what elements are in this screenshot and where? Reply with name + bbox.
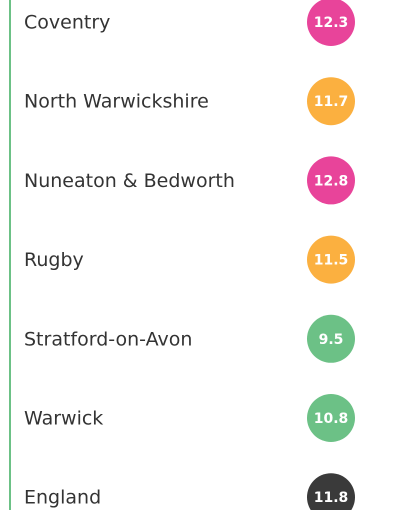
value-label: 9.5 xyxy=(319,332,344,348)
area-name: England xyxy=(24,487,101,509)
value-badge xyxy=(307,394,355,442)
area-name: Coventry xyxy=(24,12,110,34)
value-badge xyxy=(307,473,355,510)
value-badge xyxy=(307,235,355,284)
value-badge xyxy=(307,0,355,46)
area-name: Stratford-on-Avon xyxy=(24,328,192,350)
value-label: 11.8 xyxy=(314,490,349,506)
value-label: 12.8 xyxy=(314,173,349,189)
value-badge xyxy=(307,77,355,126)
value-label: 11.5 xyxy=(314,253,349,269)
area-name: Nuneaton & Bedworth xyxy=(24,170,235,192)
area-name: North Warwickshire xyxy=(24,91,209,113)
area-name: Rugby xyxy=(24,249,84,271)
value-label: 12.3 xyxy=(314,15,349,31)
value-badge xyxy=(307,156,355,205)
value-badge xyxy=(307,314,355,363)
value-label: 11.7 xyxy=(314,94,349,110)
area-name: Warwick xyxy=(24,408,103,430)
value-label: 10.8 xyxy=(314,411,349,427)
